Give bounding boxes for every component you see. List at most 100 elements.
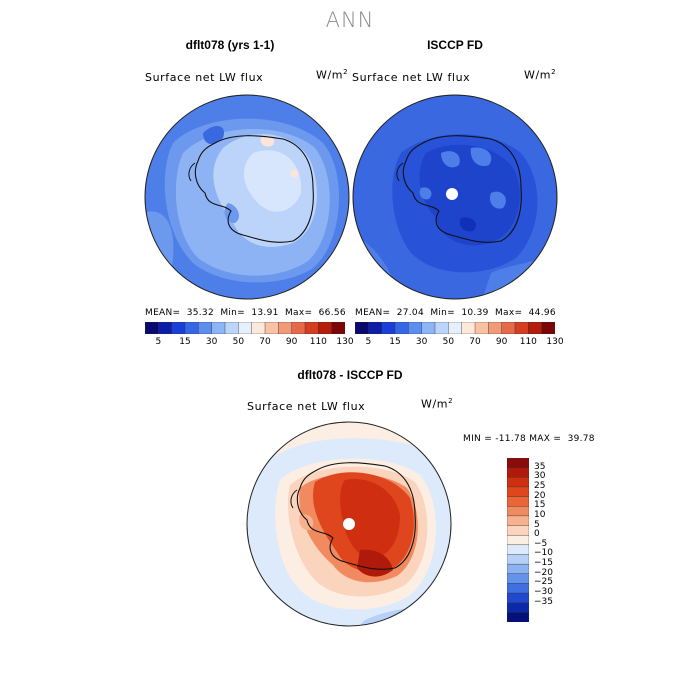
colorbar-tick-label: 50 <box>232 337 245 347</box>
colorbar-swatch <box>318 322 333 334</box>
colorbar-swatch <box>355 322 369 334</box>
colorbar-tick-label: 25 <box>534 480 546 491</box>
colorbar-tick-label: 70 <box>259 337 271 347</box>
colorbar-tick-label: 70 <box>469 337 481 347</box>
colorbar-swatch <box>331 322 345 334</box>
colorbar-swatch <box>291 322 306 334</box>
colorbar-swatch <box>507 506 529 517</box>
diff-units: W/m2 <box>421 397 454 411</box>
panel1-title: dflt078 (yrs 1-1) <box>185 38 275 52</box>
colorbar-swatch <box>514 322 529 334</box>
colorbar-tick-label: 5 <box>365 337 372 347</box>
colorbar-swatch <box>448 322 463 334</box>
colorbar-swatch <box>461 322 476 334</box>
diff-colorbar <box>507 458 529 622</box>
panel1-colorbar <box>145 322 345 334</box>
colorbar-swatch <box>421 322 436 334</box>
colorbar-tick-label: −5 <box>534 538 548 549</box>
panel2-units: W/m2 <box>524 68 557 82</box>
colorbar-tick-label: 0 <box>534 529 540 540</box>
colorbar-tick-label: 110 <box>519 337 537 347</box>
colorbar-swatch <box>198 322 213 334</box>
colorbar-tick-label: 130 <box>546 337 564 347</box>
colorbar-tick-label: 10 <box>534 509 546 520</box>
colorbar-swatch <box>474 322 489 334</box>
colorbar-swatch <box>264 322 279 334</box>
colorbar-swatch <box>507 544 529 555</box>
colorbar-swatch <box>251 322 266 334</box>
colorbar-tick-label: 90 <box>495 337 508 347</box>
colorbar-tick-label: −25 <box>534 577 553 588</box>
colorbar-swatch <box>158 322 173 334</box>
diff-title: dflt078 - ISCCP FD <box>297 368 403 382</box>
panel1-colorbar-ticks: 5 15 30 50 70 90 110 130 <box>130 337 360 349</box>
panel2-title: ISCCP FD <box>427 38 483 52</box>
colorbar-swatch <box>304 322 319 334</box>
colorbar-tick-label: 20 <box>534 490 546 501</box>
colorbar-tick-label: 5 <box>155 337 162 347</box>
colorbar-tick-label: −15 <box>534 558 553 569</box>
colorbar-swatch <box>145 322 159 334</box>
colorbar-swatch <box>278 322 293 334</box>
colorbar-swatch <box>507 563 529 575</box>
panel1-var-label: Surface net LW flux <box>145 71 264 84</box>
colorbar-tick-label: −30 <box>534 587 553 598</box>
figure-title: ANN <box>325 8 375 32</box>
panel2-colorbar <box>355 322 555 334</box>
colorbar-tick-label: 30 <box>205 337 218 347</box>
colorbar-swatch <box>507 525 529 536</box>
diff-var-label: Surface net LW flux <box>247 400 366 413</box>
panel1-units: W/m2 <box>316 68 349 82</box>
colorbar-swatch <box>434 322 449 334</box>
panel2-colorbar-ticks: 5 15 30 50 70 90 110 130 <box>340 337 570 349</box>
colorbar-swatch <box>238 322 253 334</box>
colorbar-swatch <box>171 322 186 334</box>
colorbar-swatch <box>507 458 529 469</box>
colorbar-swatch <box>507 612 529 622</box>
colorbar-swatch <box>488 322 503 334</box>
colorbar-swatch <box>507 477 529 488</box>
diff-map <box>246 421 452 627</box>
colorbar-swatch <box>381 322 396 334</box>
colorbar-swatch <box>507 515 529 526</box>
colorbar-tick-label: 35 <box>534 461 546 472</box>
colorbar-swatch <box>408 322 423 334</box>
colorbar-swatch <box>224 322 239 334</box>
colorbar-swatch <box>368 322 383 334</box>
colorbar-tick-label: −35 <box>534 596 553 607</box>
colorbar-swatch <box>501 322 516 334</box>
colorbar-swatch <box>394 322 409 334</box>
panel2-stats: MEAN= 27.04 Min= 10.39 Max= 44.96 <box>355 308 556 318</box>
colorbar-swatch <box>184 322 199 334</box>
colorbar-swatch <box>507 534 529 546</box>
colorbar-tick-label: −20 <box>534 567 553 578</box>
colorbar-tick-label: 15 <box>534 500 546 511</box>
colorbar-swatch <box>507 573 529 584</box>
colorbar-swatch <box>507 592 529 604</box>
colorbar-swatch <box>528 322 543 334</box>
colorbar-swatch <box>507 583 529 594</box>
colorbar-tick-label: 50 <box>442 337 455 347</box>
colorbar-tick-label: 5 <box>534 519 540 530</box>
diff-colorbar-ticks: 35 30 25 20 15 10 5 0 −5 −10 −15 −20 −25 −30 −35 <box>534 458 574 622</box>
colorbar-tick-label: 15 <box>179 337 191 347</box>
colorbar-tick-label: 30 <box>534 471 546 482</box>
colorbar-swatch <box>541 322 555 334</box>
colorbar-swatch <box>507 496 529 507</box>
colorbar-tick-label: 30 <box>415 337 428 347</box>
colorbar-tick-label: −10 <box>534 548 553 559</box>
colorbar-swatch <box>507 467 529 478</box>
colorbar-tick-label: 110 <box>309 337 327 347</box>
panel2-var-label: Surface net LW flux <box>352 71 471 84</box>
diff-stats: MIN = -11.78 MAX = 39.78 <box>463 434 595 444</box>
colorbar-swatch <box>211 322 226 334</box>
panel1-map <box>144 94 350 300</box>
colorbar-tick-label: 130 <box>336 337 354 347</box>
colorbar-swatch <box>507 554 529 565</box>
panel1-stats: MEAN= 35.32 Min= 13.91 Max= 66.56 <box>145 308 346 318</box>
colorbar-swatch <box>507 602 529 613</box>
colorbar-tick-label: 15 <box>389 337 401 347</box>
panel2-map <box>352 94 558 300</box>
colorbar-tick-label: 90 <box>285 337 298 347</box>
colorbar-swatch <box>507 486 529 497</box>
